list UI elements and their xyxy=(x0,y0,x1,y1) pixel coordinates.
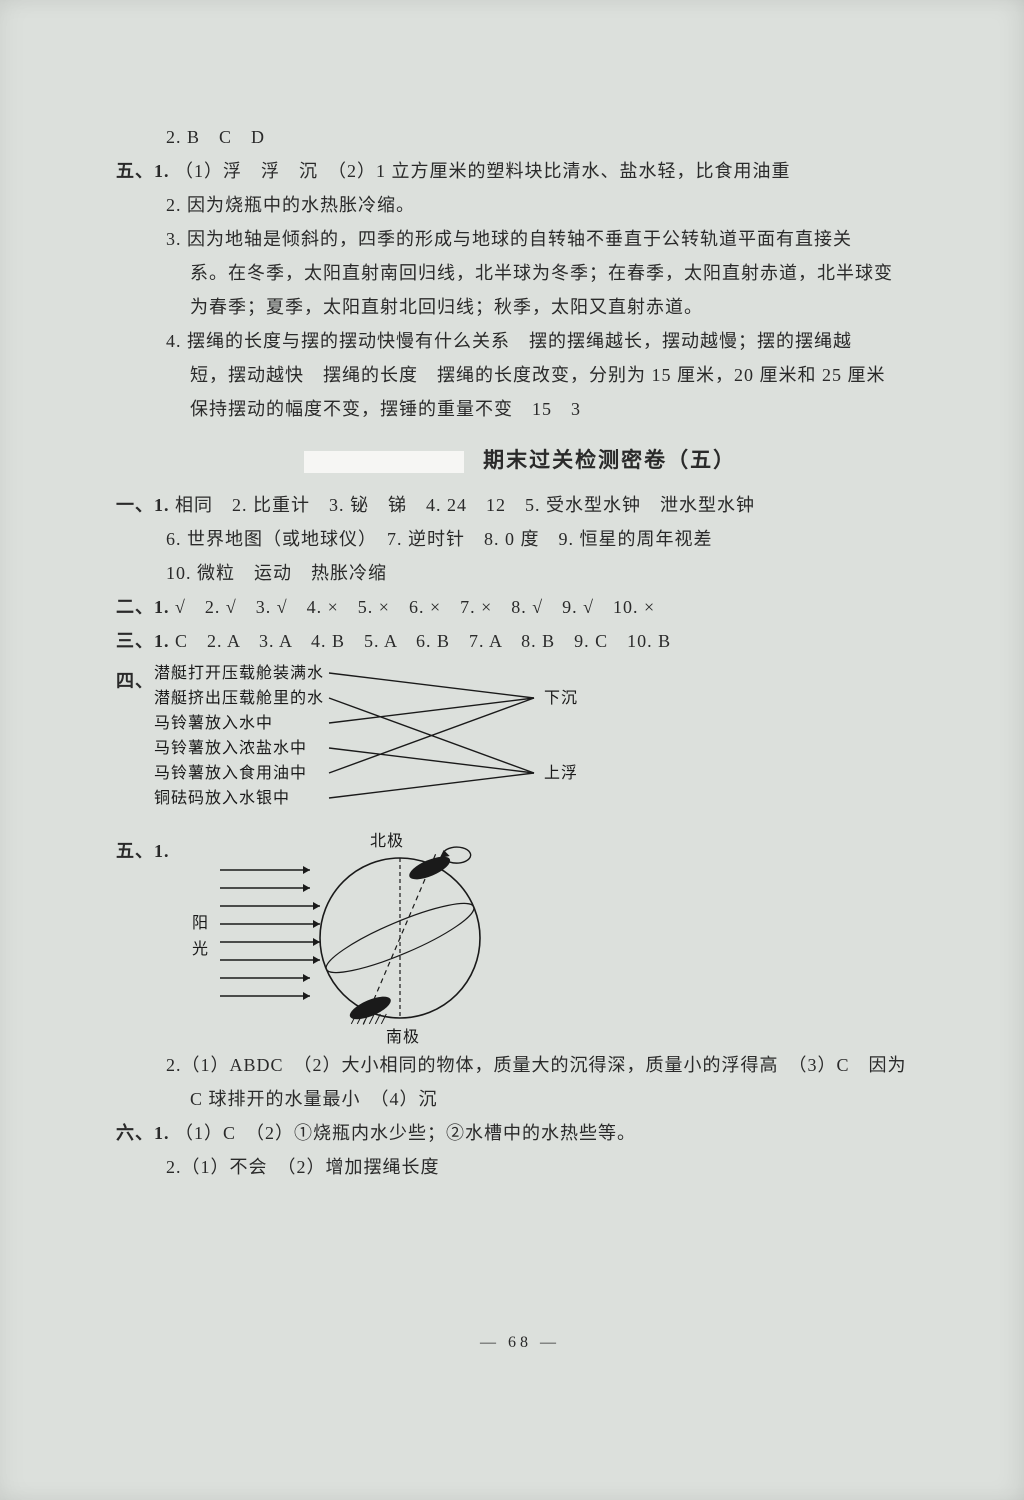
q1: 一、1. 相同 2. 比重计 3. 铋 锑 4. 24 12 5. 受水型水钟 … xyxy=(60,488,980,522)
sec-5-l4c: 保持摆动的幅度不变，摆锤的重量不变 15 3 xyxy=(60,392,980,426)
sec-5-l2: 2. 因为烧瓶中的水热胀冷缩。 xyxy=(60,188,980,222)
svg-text:马铃薯放入浓盐水中: 马铃薯放入浓盐水中 xyxy=(154,739,307,757)
q1-head: 一、1. xyxy=(116,495,170,515)
q3: 三、1. C 2. A 3. A 4. B 5. A 6. B 7. A 8. … xyxy=(60,624,980,658)
q4: 四、 潜艇打开压载舱装满水潜艇挤出压载舱里的水马铃薯放入水中马铃薯放入浓盐水中马… xyxy=(60,658,980,828)
sec-5-l3a: 3. 因为地轴是倾斜的，四季的形成与地球的自转轴不垂直于公转轨道平面有直接关 xyxy=(60,222,980,256)
ans-2: 2. B C D xyxy=(60,120,980,154)
svg-text:下沉: 下沉 xyxy=(544,689,578,707)
q1-c: 10. 微粒 运动 热胀冷缩 xyxy=(60,556,980,590)
svg-text:马铃薯放入水中: 马铃薯放入水中 xyxy=(154,714,273,732)
svg-text:铜砝码放入水银中: 铜砝码放入水银中 xyxy=(154,789,290,807)
svg-text:北极: 北极 xyxy=(370,832,404,850)
svg-text:阳: 阳 xyxy=(192,914,209,932)
q2-head: 二、1. xyxy=(116,597,170,617)
q3-head: 三、1. xyxy=(116,631,170,651)
svg-text:光: 光 xyxy=(192,940,209,958)
sec-5-l3b: 系。在冬季，太阳直射南回归线，北半球为冬季；在春季，太阳直射赤道，北半球变 xyxy=(60,256,980,290)
q1-text: 相同 2. 比重计 3. 铋 锑 4. 24 12 5. 受水型水钟 泄水型水钟 xyxy=(175,495,755,515)
q6: 六、1. （1）C （2）①烧瓶内水少些；②水槽中的水热些等。 xyxy=(60,1116,980,1150)
earth-diagram: 北极南极 阳光 xyxy=(170,828,530,1048)
heading-row: 期末过关检测密卷（五） xyxy=(60,444,980,474)
svg-text:潜艇打开压载舱装满水: 潜艇打开压载舱装满水 xyxy=(154,664,324,682)
sec-5-l4a: 4. 摆绳的长度与摆的摆动快慢有什么关系 摆的摆绳越长，摆动越慢；摆的摆绳越 xyxy=(60,324,980,358)
svg-text:上浮: 上浮 xyxy=(544,764,578,782)
page: 2. B C D 五、1. （1）浮 浮 沉 （2）1 立方厘米的塑料块比清水、… xyxy=(0,0,1024,1500)
sec-5-l3c: 为春季；夏季，太阳直射北回归线；秋季，太阳又直射赤道。 xyxy=(60,290,980,324)
svg-text:马铃薯放入食用油中: 马铃薯放入食用油中 xyxy=(154,764,307,782)
matching-diagram: 潜艇打开压载舱装满水潜艇挤出压载舱里的水马铃薯放入水中马铃薯放入浓盐水中马铃薯放… xyxy=(154,658,714,828)
page-number: — 68 — xyxy=(60,1334,980,1352)
sec-5: 五、1. （1）浮 浮 沉 （2）1 立方厘米的塑料块比清水、盐水轻，比食用油重 xyxy=(60,154,980,188)
heading-title: 期末过关检测密卷（五） xyxy=(483,448,736,472)
q6-b: 2.（1）不会 （2）增加摆绳长度 xyxy=(60,1150,980,1184)
sec-5-head: 五、1. xyxy=(116,161,170,181)
redacted-patch xyxy=(304,451,464,473)
q3-text: C 2. A 3. A 4. B 5. A 6. B 7. A 8. B 9. … xyxy=(175,631,671,651)
sec-5-l4b: 短，摆动越快 摆绳的长度 摆绳的长度改变，分别为 15 厘米，20 厘米和 25… xyxy=(60,358,980,392)
q6-text: （1）C （2）①烧瓶内水少些；②水槽中的水热些等。 xyxy=(175,1123,636,1143)
q4-head: 四、 xyxy=(116,658,154,698)
q5-2b: C 球排开的水量最小 （4）沉 xyxy=(60,1082,980,1116)
q1-b: 6. 世界地图（或地球仪） 7. 逆时针 8. 0 度 9. 恒星的周年视差 xyxy=(60,522,980,556)
q6-head: 六、1. xyxy=(116,1123,170,1143)
sec-5-l1: （1）浮 浮 沉 （2）1 立方厘米的塑料块比清水、盐水轻，比食用油重 xyxy=(175,161,791,181)
q5: 五、1. 北极南极 阳光 xyxy=(60,828,980,1048)
q2: 二、1. √ 2. √ 3. √ 4. × 5. × 6. × 7. × 8. … xyxy=(60,590,980,624)
q5-head: 五、1. xyxy=(116,828,170,868)
svg-text:潜艇挤出压载舱里的水: 潜艇挤出压载舱里的水 xyxy=(154,689,324,707)
q2-text: √ 2. √ 3. √ 4. × 5. × 6. × 7. × 8. √ 9. … xyxy=(175,597,655,617)
q5-2a: 2.（1）ABDC （2）大小相同的物体，质量大的沉得深，质量小的浮得高 （3）… xyxy=(60,1048,980,1082)
svg-text:南极: 南极 xyxy=(386,1028,420,1046)
